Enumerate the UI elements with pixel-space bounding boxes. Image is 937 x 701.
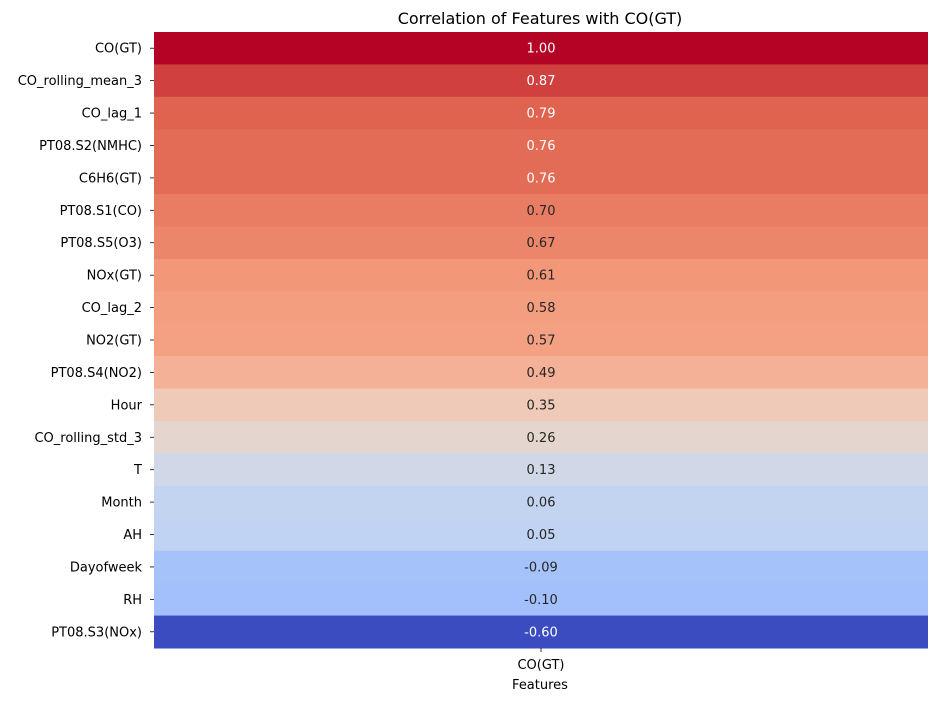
cell-value-label: 0.67 [527, 236, 556, 251]
heatmap-cell [154, 161, 928, 195]
heatmap-cells [154, 32, 928, 649]
y-tick-label: PT08.S4(NO2) [51, 366, 142, 381]
cell-value-label: 0.49 [527, 366, 556, 381]
y-tick-label: C6H6(GT) [79, 171, 142, 186]
heatmap-cell [154, 421, 928, 454]
y-tick-label: AH [123, 528, 142, 543]
cell-value-label: 0.35 [527, 398, 556, 413]
heatmap-cell [154, 323, 928, 357]
heatmap-cell [154, 291, 928, 325]
y-tick-label: PT08.S1(CO) [60, 204, 142, 219]
cell-value-label: 0.79 [527, 107, 556, 122]
cell-value-label: 0.61 [527, 269, 556, 284]
y-tick-label: Month [101, 496, 142, 511]
cell-value-label: 1.00 [527, 42, 556, 57]
cell-value-label: 0.87 [527, 74, 556, 89]
cell-value-label: 0.57 [527, 334, 556, 349]
y-tick-label: CO_rolling_std_3 [34, 431, 142, 446]
heatmap-cell [154, 356, 928, 390]
y-tick-label: Hour [111, 398, 143, 413]
y-tick-label: CO_lag_2 [82, 301, 142, 316]
heatmap-cell [154, 388, 928, 422]
y-tick-label: CO(GT) [95, 42, 142, 57]
cell-value-label: 0.76 [527, 139, 556, 154]
heatmap-cell [154, 129, 928, 163]
heatmap-cell [154, 550, 928, 584]
y-tick-label: CO_lag_1 [82, 107, 142, 122]
heatmap-cell [154, 194, 928, 228]
cell-value-label: -0.60 [524, 625, 558, 640]
y-tick-label: NOx(GT) [87, 269, 142, 284]
cell-value-label: -0.10 [524, 593, 558, 608]
cell-value-label: 0.13 [527, 463, 556, 478]
heatmap-cell [154, 518, 928, 552]
heatmap-cell [154, 485, 928, 519]
y-tick-label: CO_rolling_mean_3 [18, 74, 142, 89]
y-tick-label: PT08.S3(NOx) [51, 625, 142, 640]
heatmap-cell [154, 96, 928, 130]
heatmap-cell [154, 615, 928, 649]
cell-value-label: -0.09 [524, 560, 558, 575]
heatmap-cell [154, 226, 928, 260]
y-tick-label: RH [123, 593, 142, 608]
y-tick-label: NO2(GT) [86, 334, 142, 349]
y-tick-label: PT08.S2(NMHC) [39, 139, 142, 154]
cell-value-label: 0.58 [527, 301, 556, 316]
cell-value-label: 0.26 [527, 431, 556, 446]
heatmap-cell [154, 583, 928, 617]
x-tick-label: CO(GT) [517, 658, 564, 673]
chart-title: Correlation of Features with CO(GT) [398, 9, 683, 28]
x-axis-label: Features [512, 678, 568, 693]
cell-value-label: 0.70 [527, 204, 556, 219]
x-axis-ticks: CO(GT) [517, 648, 565, 673]
heatmap-cell [154, 32, 928, 65]
cell-value-label: 0.05 [527, 528, 556, 543]
cell-value-label: 0.06 [527, 496, 556, 511]
heatmap-cell [154, 64, 928, 98]
y-tick-label: PT08.S5(O3) [60, 236, 142, 251]
y-tick-label: T [133, 463, 142, 478]
cell-value-label: 0.76 [527, 171, 556, 186]
y-tick-label: Dayofweek [70, 560, 143, 575]
y-axis-ticks: CO(GT) CO_rolling_mean_3 CO_lag_1 PT08.S2(N… [18, 42, 154, 640]
heatmap-cell-labels: 1.00 0.87 0.79 0.76 0.76 0.70 0.67 0.61 0.58 0.57… [524, 42, 558, 641]
heatmap-cell [154, 453, 928, 487]
heatmap-cell [154, 258, 928, 292]
